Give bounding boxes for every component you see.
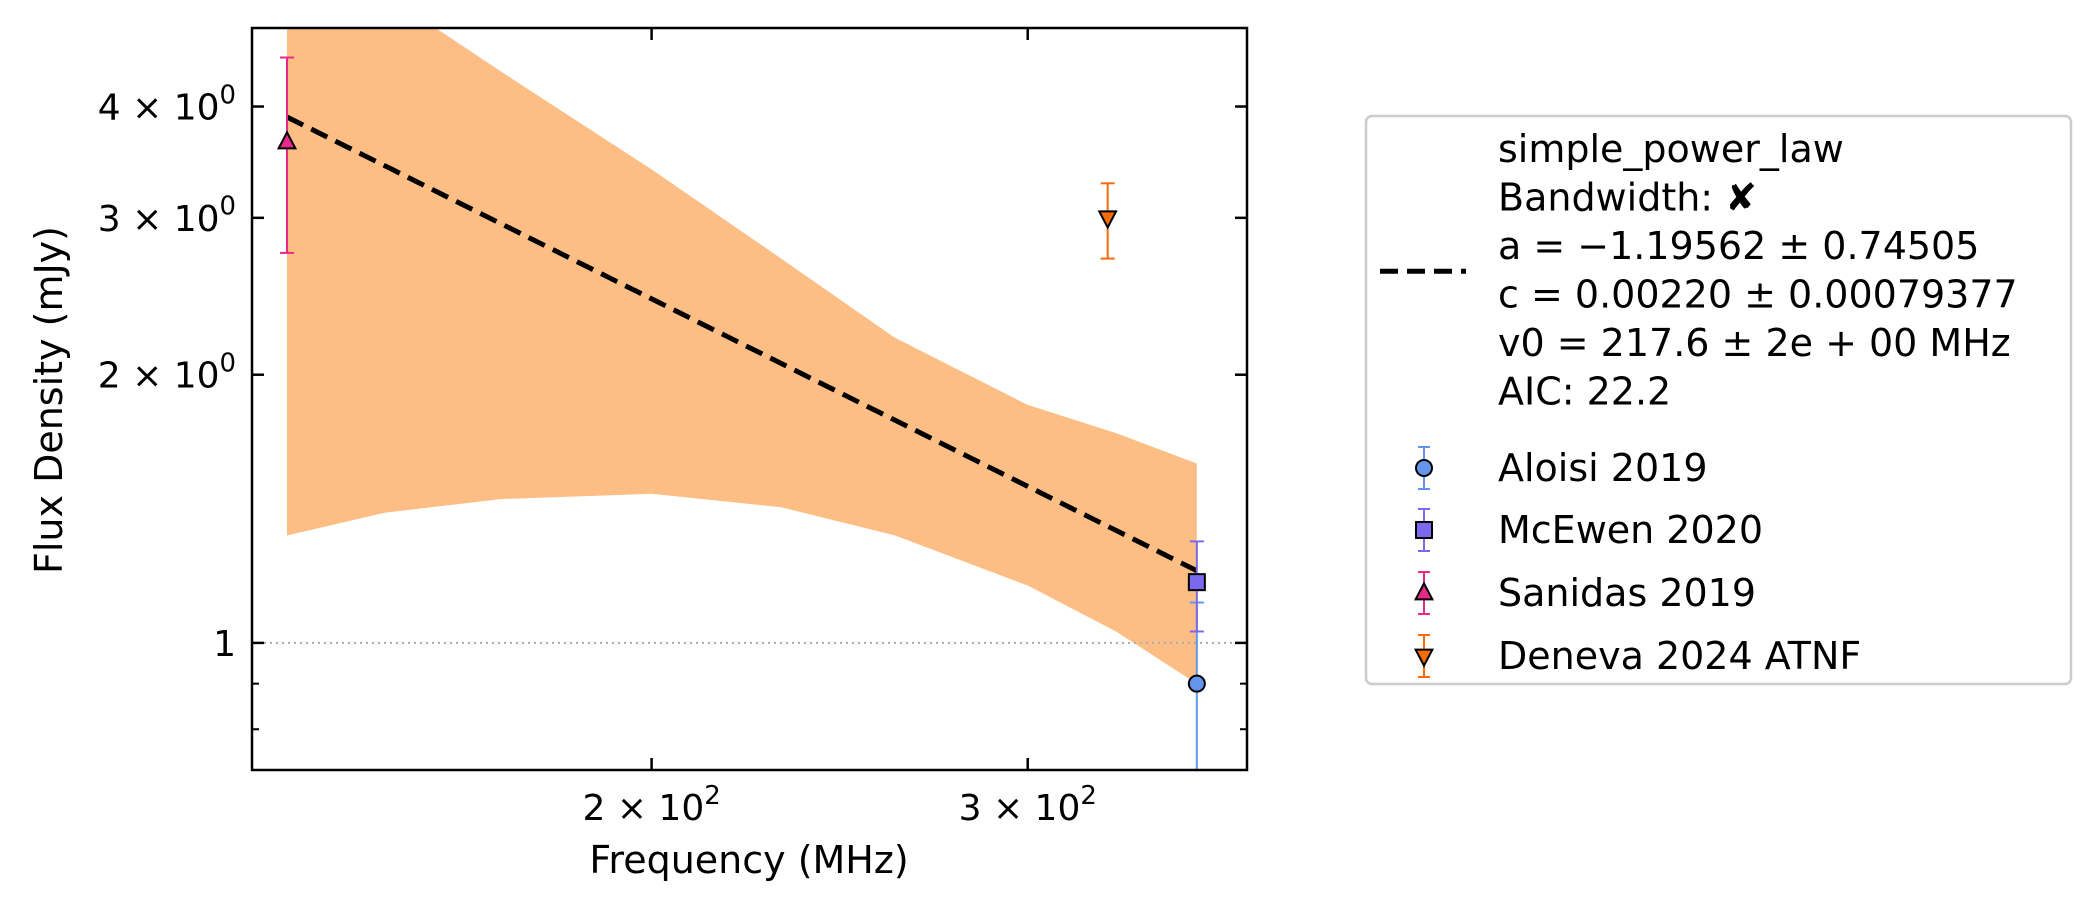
tick-times: × 10 (605, 788, 704, 829)
y-tick-label: 4 × 100 (98, 80, 236, 128)
tick-mantissa: 2 (582, 788, 605, 829)
legend-fit-line-text: a = −1.19562 ± 0.74505 (1498, 224, 1979, 268)
data-point-sanidas-2019 (276, 130, 298, 150)
data-point-deneva-2024-atnf (1097, 210, 1118, 230)
fit-line-layer (285, 114, 1198, 573)
tick-exponent: 2 (1080, 781, 1096, 811)
error-bar-sanidas-2019 (280, 56, 295, 254)
tick-times: × 10 (121, 88, 220, 129)
fit-uncertainty-band (287, 28, 1197, 684)
tick-mantissa: 4 (98, 88, 121, 129)
tick-mantissa: 2 (98, 356, 121, 397)
legend-fit-line-text: Bandwidth: ✘ (1498, 176, 1757, 220)
y-axis-label: Flux Density (mJy) (27, 226, 71, 574)
legend-label-deneva-2024-atnf: Deneva 2024 ATNF (1498, 634, 1861, 678)
y-tick-label: 3 × 100 (98, 192, 236, 240)
legend-label-sanidas-2019: Sanidas 2019 (1498, 571, 1756, 615)
tick-times: × 10 (121, 356, 220, 397)
legend-marker-deneva-2024-atnf (1413, 648, 1435, 668)
y-tick-label: 2 × 100 (98, 349, 236, 397)
y-tick-label: 1 (213, 624, 236, 665)
x-tick-label: 3 × 102 (959, 781, 1097, 829)
legend-fit-line-text: c = 0.00220 ± 0.00079377 (1498, 273, 2018, 317)
fit-line (285, 114, 1198, 573)
x-tick-label: 2 × 102 (582, 781, 720, 829)
tick-times: × 10 (121, 199, 220, 240)
tick-times: × 10 (982, 788, 1081, 829)
data-point-mcewen-2020 (1187, 573, 1206, 592)
tick-exponent: 0 (220, 349, 236, 379)
tick-mantissa: 3 (959, 788, 982, 829)
legend-fit-line-text: v0 = 217.6 ± 2e + 00 MHz (1498, 321, 2011, 365)
legend-box (1364, 114, 2073, 686)
legend-label-mcewen-2020: McEwen 2020 (1498, 508, 1763, 552)
legend-fit-line-text: simple_power_law (1498, 127, 1844, 171)
fit-uncertainty-band-layer (287, 28, 1197, 684)
legend-marker-mcewen-2020 (1415, 521, 1433, 539)
tick-exponent: 0 (220, 192, 236, 222)
legend-fit-entry: simple_power_law Bandwidth: ✘ a = −1.19562… (1498, 127, 2018, 414)
data-point-aloisi-2019 (1187, 674, 1206, 693)
data-points-layer (276, 56, 1206, 771)
legend-marker-aloisi-2019 (1415, 459, 1433, 477)
legend: simple_power_law Bandwidth: ✘ a = −1.19562… (1364, 114, 2073, 686)
legend-marker-sanidas-2019 (1413, 581, 1435, 601)
plot-frame (250, 26, 1249, 772)
tick-exponent: 2 (704, 781, 720, 811)
x-axis-label: Frequency (MHz) (589, 838, 908, 882)
tick-exponent: 0 (220, 80, 236, 110)
tick-mantissa: 3 (98, 199, 121, 240)
legend-fit-line-text: AIC: 22.2 (1498, 370, 1671, 414)
legend-label-aloisi-2019: Aloisi 2019 (1498, 446, 1708, 490)
